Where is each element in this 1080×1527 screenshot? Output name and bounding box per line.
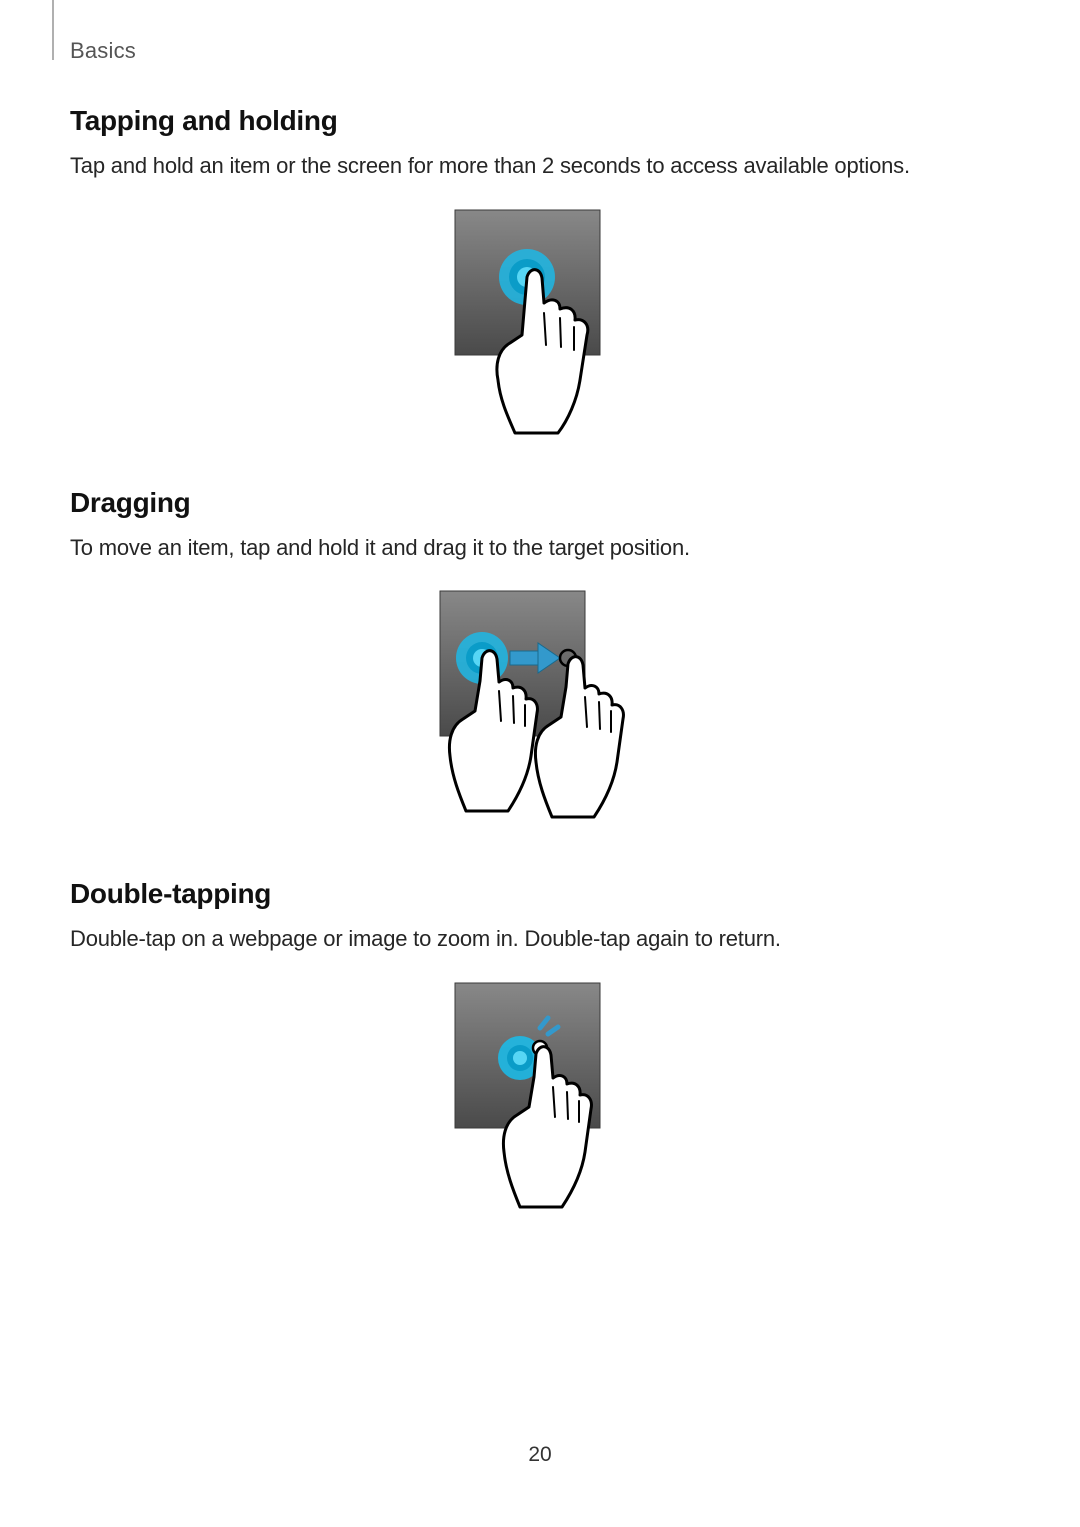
section-title: Double-tapping bbox=[70, 878, 1010, 910]
figure-double-tap bbox=[70, 978, 1010, 1218]
header-divider bbox=[52, 0, 54, 60]
breadcrumb: Basics bbox=[70, 38, 136, 64]
section-title: Tapping and holding bbox=[70, 105, 1010, 137]
figure-tap-hold bbox=[70, 205, 1010, 445]
section-tapping-holding: Tapping and holding Tap and hold an item… bbox=[70, 105, 1010, 445]
tap-hold-icon bbox=[440, 205, 640, 445]
page-number: 20 bbox=[0, 1443, 1080, 1467]
dragging-icon bbox=[410, 586, 670, 836]
figure-dragging bbox=[70, 586, 1010, 836]
section-body: To move an item, tap and hold it and dra… bbox=[70, 533, 1010, 563]
page-content: Tapping and holding Tap and hold an item… bbox=[70, 105, 1010, 1260]
section-body: Double-tap on a webpage or image to zoom… bbox=[70, 924, 1010, 954]
section-dragging: Dragging To move an item, tap and hold i… bbox=[70, 487, 1010, 837]
section-double-tapping: Double-tapping Double-tap on a webpage o… bbox=[70, 878, 1010, 1218]
section-title: Dragging bbox=[70, 487, 1010, 519]
double-tap-icon bbox=[440, 978, 640, 1218]
section-body: Tap and hold an item or the screen for m… bbox=[70, 151, 1010, 181]
